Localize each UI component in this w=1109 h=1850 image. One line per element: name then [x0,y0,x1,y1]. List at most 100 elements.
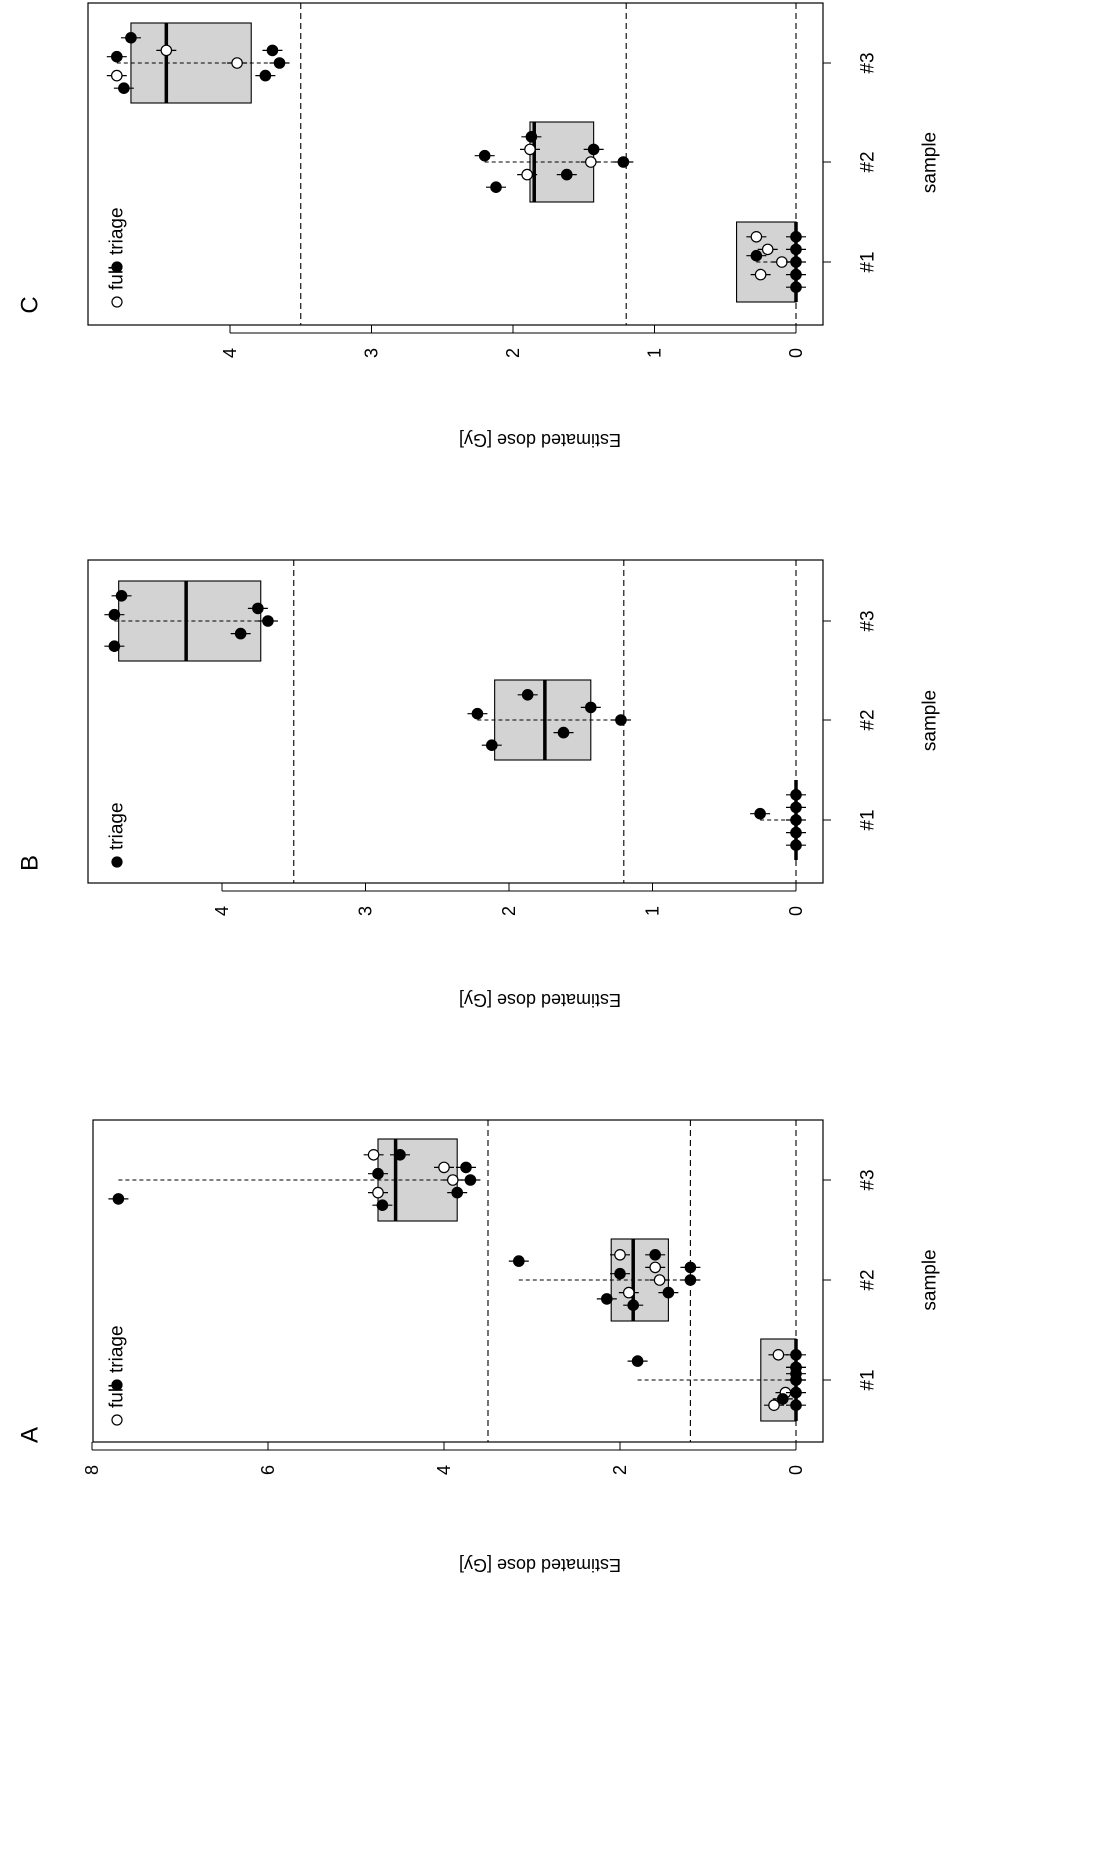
dose-tick-label: 1 [643,906,663,916]
full-point [622,1286,635,1299]
panel-a [91,1119,831,1451]
triage-point [790,281,802,293]
sample-axis-title: sample [920,1249,941,1310]
category-tick-label: #2 [858,709,879,730]
full-point [614,1249,626,1261]
triage-point [790,243,802,256]
triage-point [252,602,264,615]
dose-tick-label: 4 [434,1465,454,1475]
category-tick-label: #1 [858,251,879,272]
triage-point [631,1355,644,1367]
dose-tick-label: 0 [786,906,806,916]
legend-marker-triage [111,856,123,868]
legend-marker-triage [111,1379,123,1391]
plot-frame [87,2,824,326]
triage-point [108,608,121,621]
full-point [524,143,536,156]
panel-b [87,559,831,892]
category-tick-label: #2 [858,151,879,172]
triage-point [521,688,534,701]
triage-point [790,1349,802,1361]
triage-point [478,149,491,162]
category-tick-label: #1 [858,1369,879,1390]
sample-axis-title: sample [920,690,941,751]
triage-point [790,839,802,851]
full-point [761,243,774,256]
triage-point [115,589,128,602]
dose-tick-label: 1 [645,348,665,358]
full-point [653,1274,666,1286]
category-tick-label: #1 [858,809,879,830]
dose-tick-label: 2 [499,906,519,916]
full-point [750,231,763,243]
full-point [754,268,767,281]
legend-marker-triage [111,261,123,273]
triage-point [125,31,137,44]
category-tick-label: #3 [858,1169,879,1190]
legend-label-triage: triage [107,207,128,255]
triage-point [557,726,570,739]
full-point [231,57,243,69]
triage-point [587,143,600,156]
legend-label-full: full [107,266,128,290]
triage-point [525,131,538,143]
triage-point [108,640,121,652]
triage-point [262,615,274,627]
plot-frame [92,1119,824,1443]
legend-marker-full [111,1414,123,1426]
category-tick-label: #3 [858,52,879,73]
triage-point [266,44,279,57]
legend-label-full: full [107,1384,128,1408]
dose-tick-label: 4 [212,906,232,916]
dose-tick-label: 2 [610,1465,630,1475]
triage-point [485,739,498,751]
triage-point [376,1199,389,1211]
triage-point [471,707,484,720]
triage-point [790,256,802,268]
triage-point [790,1367,802,1380]
legend-label-triage: triage [107,802,128,850]
triage-point [512,1255,525,1267]
category-tick-label: #3 [858,610,879,631]
triage-point [790,814,802,826]
triage-point [790,1386,802,1399]
dose-tick-label: 0 [786,1465,806,1475]
dose-tick-label: 2 [503,348,523,358]
full-point [585,156,597,168]
full-point [649,1261,661,1274]
triage-point [649,1249,661,1261]
full-point [438,1161,450,1174]
full-point [772,1349,785,1361]
dose-tick-label: 3 [356,906,376,916]
panel-label: B [17,855,44,871]
triage-point [790,826,802,839]
triage-point [790,788,802,801]
triage-point [790,1399,802,1411]
triage-point [776,1393,789,1405]
triage-point [614,1267,626,1280]
triage-point [584,701,597,714]
triage-point [615,714,627,726]
triage-point [111,50,123,63]
triage-point [112,1193,125,1205]
box [118,580,262,662]
triage-point [790,268,802,281]
panel-c [87,2,831,334]
triage-point [273,57,286,69]
triage-point [790,801,802,814]
triage-point [490,181,502,193]
full-point [367,1149,380,1161]
full-point [372,1186,384,1199]
sample-axis-title: sample [920,132,941,193]
plot-frame [87,559,824,884]
full-point [446,1174,459,1186]
triage-point [560,168,573,181]
triage-point [627,1299,639,1311]
legend-label-triage: triage [107,1325,128,1373]
dose-tick-label: 8 [82,1465,102,1475]
dose-tick-label: 4 [220,348,240,358]
triage-point [754,807,766,820]
legend-marker-full [111,296,123,308]
